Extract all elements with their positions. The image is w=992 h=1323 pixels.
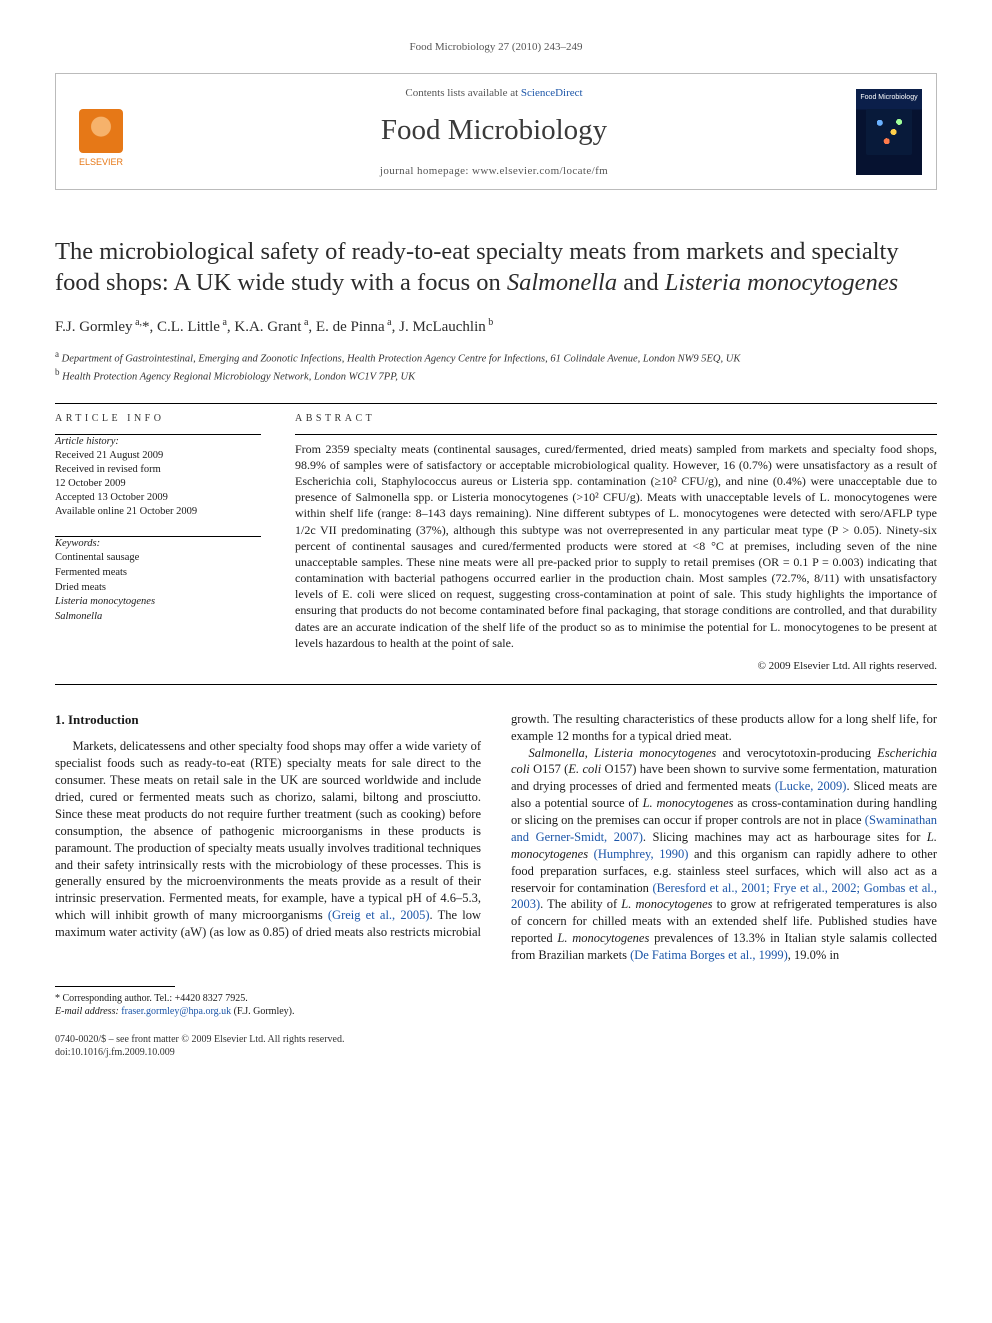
affiliation-a: a Department of Gastrointestinal, Emergi… — [55, 348, 937, 367]
running-head: Food Microbiology 27 (2010) 243–249 — [55, 40, 937, 55]
citation-link[interactable]: (Lucke, 2009) — [775, 779, 847, 793]
author-list: F.J. Gormley a,*, C.L. Little a, K.A. Gr… — [55, 316, 937, 337]
body-text: and verocytotoxin-producing — [716, 746, 877, 760]
keyword: Continental sausage — [55, 551, 261, 566]
article-history: Article history: Received 21 August 2009… — [55, 435, 261, 520]
journal-name: Food Microbiology — [150, 111, 838, 150]
body-text: . The ability of — [540, 897, 621, 911]
section-heading-1: 1. Introduction — [55, 711, 481, 729]
keyword: Dried meats — [55, 581, 261, 596]
cover-caption: Food Microbiology — [856, 93, 922, 102]
elsevier-tree-icon — [79, 109, 123, 153]
article-info-label: ARTICLE INFO — [55, 412, 261, 426]
body-ital: L. monocytogenes — [557, 931, 649, 945]
body-text: , — [585, 746, 594, 760]
body-ital: Listeria monocytogenes — [594, 746, 716, 760]
body-text: O157 ( — [530, 762, 569, 776]
affiliation-b: b Health Protection Agency Regional Micr… — [55, 366, 937, 385]
contents-available-line: Contents lists available at ScienceDirec… — [150, 86, 838, 101]
keywords-block: Keywords: Continental sausage Fermented … — [55, 537, 261, 625]
corresponding-email-line: E-mail address: fraser.gormley@hpa.org.u… — [55, 1005, 937, 1019]
abstract-label: ABSTRACT — [295, 412, 937, 426]
keyword: Listeria monocytogenes — [55, 595, 261, 610]
body-text: , 19.0% in — [788, 948, 839, 962]
body-text: . Slicing machines may act as harbourage… — [643, 830, 927, 844]
affiliations: a Department of Gastrointestinal, Emergi… — [55, 348, 937, 385]
page-footer: 0740-0020/$ – see front matter © 2009 El… — [55, 1033, 937, 1060]
body-text: Markets, delicatessens and other special… — [55, 739, 481, 922]
history-line: Received 21 August 2009 — [55, 449, 261, 463]
history-line: Accepted 13 October 2009 — [55, 491, 261, 505]
history-line: 12 October 2009 — [55, 477, 261, 491]
article-body: 1. Introduction Markets, delicatessens a… — [55, 711, 937, 964]
elsevier-logo: ELSEVIER — [70, 96, 132, 168]
title-ital-1: Salmonella — [507, 269, 617, 296]
body-ital: E. coli — [568, 762, 601, 776]
body-ital: L. monocytogenes — [621, 897, 712, 911]
citation-link[interactable]: (Greig et al., 2005) — [328, 908, 430, 922]
keyword: Salmonella — [55, 610, 261, 625]
history-line: Available online 21 October 2009 — [55, 505, 261, 519]
info-abstract-row: ARTICLE INFO Article history: Received 2… — [55, 412, 937, 674]
history-line: Received in revised form — [55, 463, 261, 477]
article-info-column: ARTICLE INFO Article history: Received 2… — [55, 412, 261, 674]
cover-art-icon — [866, 109, 912, 155]
homepage-url[interactable]: www.elsevier.com/locate/fm — [472, 165, 608, 177]
article-title: The microbiological safety of ready-to-e… — [55, 236, 937, 299]
title-ital-2: Listeria monocytogenes — [665, 269, 898, 296]
rule-below-abstract — [55, 684, 937, 685]
elsevier-wordmark: ELSEVIER — [79, 156, 123, 168]
keyword: Fermented meats — [55, 566, 261, 581]
history-header: Article history: — [55, 435, 261, 449]
doi-line: doi:10.1016/j.fm.2009.10.009 — [55, 1046, 937, 1060]
paragraph: Salmonella, Listeria monocytogenes and v… — [511, 745, 937, 964]
journal-masthead: ELSEVIER Contents lists available at Sci… — [55, 73, 937, 190]
affil-text-a: Department of Gastrointestinal, Emerging… — [62, 353, 741, 364]
citation-link[interactable]: (De Fatima Borges et al., 1999) — [630, 948, 788, 962]
keywords-header: Keywords: — [55, 537, 261, 552]
abstract-text: From 2359 specialty meats (continental s… — [295, 441, 937, 651]
abstract-copyright: © 2009 Elsevier Ltd. All rights reserved… — [295, 659, 937, 674]
email-tail: (F.J. Gormley). — [231, 1006, 294, 1017]
masthead-center: Contents lists available at ScienceDirec… — [150, 86, 838, 179]
footnotes: * Corresponding author. Tel.: +4420 8327… — [55, 992, 937, 1019]
journal-cover-thumb: Food Microbiology — [856, 89, 922, 175]
email-link[interactable]: fraser.gormley@hpa.org.uk — [121, 1006, 231, 1017]
rule-top — [55, 403, 937, 404]
affil-text-b: Health Protection Agency Regional Microb… — [62, 372, 415, 383]
citation-link[interactable]: (Humphrey, 1990) — [594, 847, 689, 861]
corresponding-author: * Corresponding author. Tel.: +4420 8327… — [55, 992, 937, 1006]
rule-abs — [295, 434, 937, 435]
abstract-column: ABSTRACT From 2359 specialty meats (cont… — [295, 412, 937, 674]
homepage-label: journal homepage: — [380, 165, 472, 177]
body-ital: Salmonella — [529, 746, 585, 760]
contents-prefix: Contents lists available at — [405, 87, 520, 99]
title-text-2: and — [617, 269, 665, 296]
email-label: E-mail address: — [55, 1006, 121, 1017]
journal-homepage-line: journal homepage: www.elsevier.com/locat… — [150, 164, 838, 179]
front-matter-line: 0740-0020/$ – see front matter © 2009 El… — [55, 1033, 937, 1047]
sciencedirect-link[interactable]: ScienceDirect — [521, 87, 583, 99]
body-ital: L. monocytogenes — [643, 796, 734, 810]
footnote-separator — [55, 986, 175, 987]
